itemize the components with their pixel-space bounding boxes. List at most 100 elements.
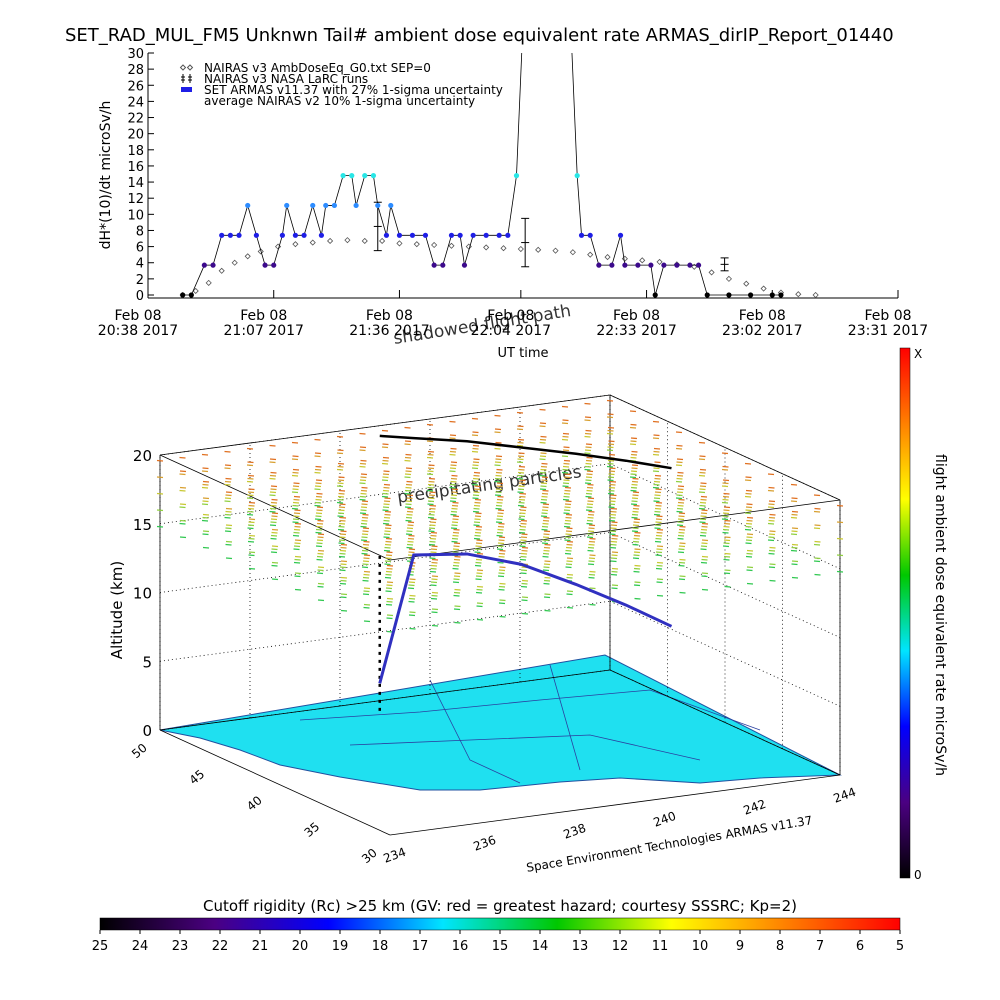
- dose-dot: [574, 173, 580, 179]
- particle: [474, 531, 482, 534]
- particle: [653, 467, 660, 470]
- particle: [386, 597, 394, 600]
- particle: [587, 500, 594, 503]
- particle: [521, 596, 529, 599]
- particle: [656, 581, 663, 584]
- dose-dot: [318, 232, 325, 238]
- x-tick-label: Feb 08: [366, 308, 413, 324]
- particle: [610, 494, 617, 497]
- particle: [338, 476, 345, 479]
- particle: [634, 531, 641, 534]
- particle: [453, 545, 460, 548]
- particle: [609, 500, 616, 503]
- particle: [518, 465, 526, 468]
- y-tick-label: 18: [127, 144, 144, 159]
- particle: [633, 570, 640, 573]
- map-border: [299, 689, 761, 731]
- colorbar-tick-label: 18: [372, 939, 389, 954]
- particle: [701, 558, 708, 561]
- particle: [655, 521, 662, 524]
- particle: [609, 546, 617, 549]
- particle: [517, 441, 524, 444]
- particle: [271, 564, 278, 567]
- particle: [653, 497, 661, 500]
- particle: [339, 503, 346, 506]
- particle: [156, 459, 164, 462]
- particle: [431, 608, 439, 611]
- particle: [677, 501, 685, 504]
- particle: [629, 443, 637, 446]
- particle: [700, 515, 707, 518]
- particle: [520, 569, 528, 572]
- particle: [541, 476, 549, 479]
- particle: [745, 522, 753, 525]
- particle: [611, 537, 618, 540]
- z-tick-label: 5: [142, 653, 152, 671]
- x-tick-label: 23:31 2017: [848, 323, 928, 339]
- particle: [293, 561, 301, 564]
- y-tick-label: 30: [127, 47, 144, 62]
- particle: [565, 530, 573, 533]
- particle: [475, 558, 483, 561]
- particle: [294, 542, 301, 545]
- particle: [678, 578, 686, 581]
- particle: [768, 500, 776, 503]
- particle: [338, 525, 345, 528]
- particle: [791, 510, 799, 513]
- particle: [588, 557, 596, 560]
- particle: [679, 558, 686, 561]
- dose-dot: [388, 202, 394, 209]
- particle: [769, 563, 776, 566]
- particle: [562, 465, 570, 468]
- lon-tick-label: 236: [471, 833, 497, 854]
- colorbar-tick-label: 5: [896, 939, 904, 954]
- particle: [431, 558, 439, 561]
- dose-dot: [687, 262, 693, 268]
- particle: [362, 576, 370, 579]
- colorbar-tick-label: 17: [412, 939, 429, 954]
- particle: [270, 485, 278, 488]
- particle: [587, 513, 595, 516]
- particle: [520, 519, 528, 522]
- particle: [316, 539, 324, 542]
- particle: [452, 567, 459, 570]
- particle: [383, 470, 390, 473]
- particle: [384, 543, 392, 546]
- particle: [607, 446, 614, 449]
- particle: [586, 470, 594, 473]
- particle: [656, 564, 663, 567]
- particle: [428, 497, 435, 500]
- particle: [631, 483, 638, 486]
- particle: [247, 494, 254, 497]
- diamond-marker: [517, 245, 524, 253]
- particle: [293, 548, 300, 551]
- particle: [269, 494, 276, 497]
- particle: [383, 533, 391, 536]
- particle: [563, 525, 571, 528]
- particle: [791, 530, 798, 533]
- particle: [317, 519, 324, 522]
- particle: [363, 570, 371, 573]
- particle: [745, 509, 752, 512]
- diamond-marker: [192, 287, 199, 295]
- legend-symbol: [181, 74, 185, 83]
- particle: [542, 552, 550, 555]
- particle: [381, 446, 389, 449]
- particle: [384, 546, 391, 549]
- particle: [496, 468, 503, 471]
- box-edge: [159, 394, 611, 456]
- legend-label: NAIRAS v3 AmbDoseEq_G0.txt SEP=0: [204, 61, 431, 75]
- particle: [519, 492, 527, 495]
- colorbar-tick-label: 20: [292, 939, 309, 954]
- particle: [494, 461, 502, 464]
- particle: [179, 536, 187, 539]
- particle: [814, 573, 821, 576]
- particle: [768, 503, 775, 506]
- particle: [565, 516, 572, 519]
- particle: [340, 563, 347, 566]
- particle: [677, 518, 685, 521]
- particle: [746, 536, 753, 539]
- dose-dot: [457, 232, 463, 238]
- particle: [475, 528, 482, 531]
- particle: [540, 465, 548, 468]
